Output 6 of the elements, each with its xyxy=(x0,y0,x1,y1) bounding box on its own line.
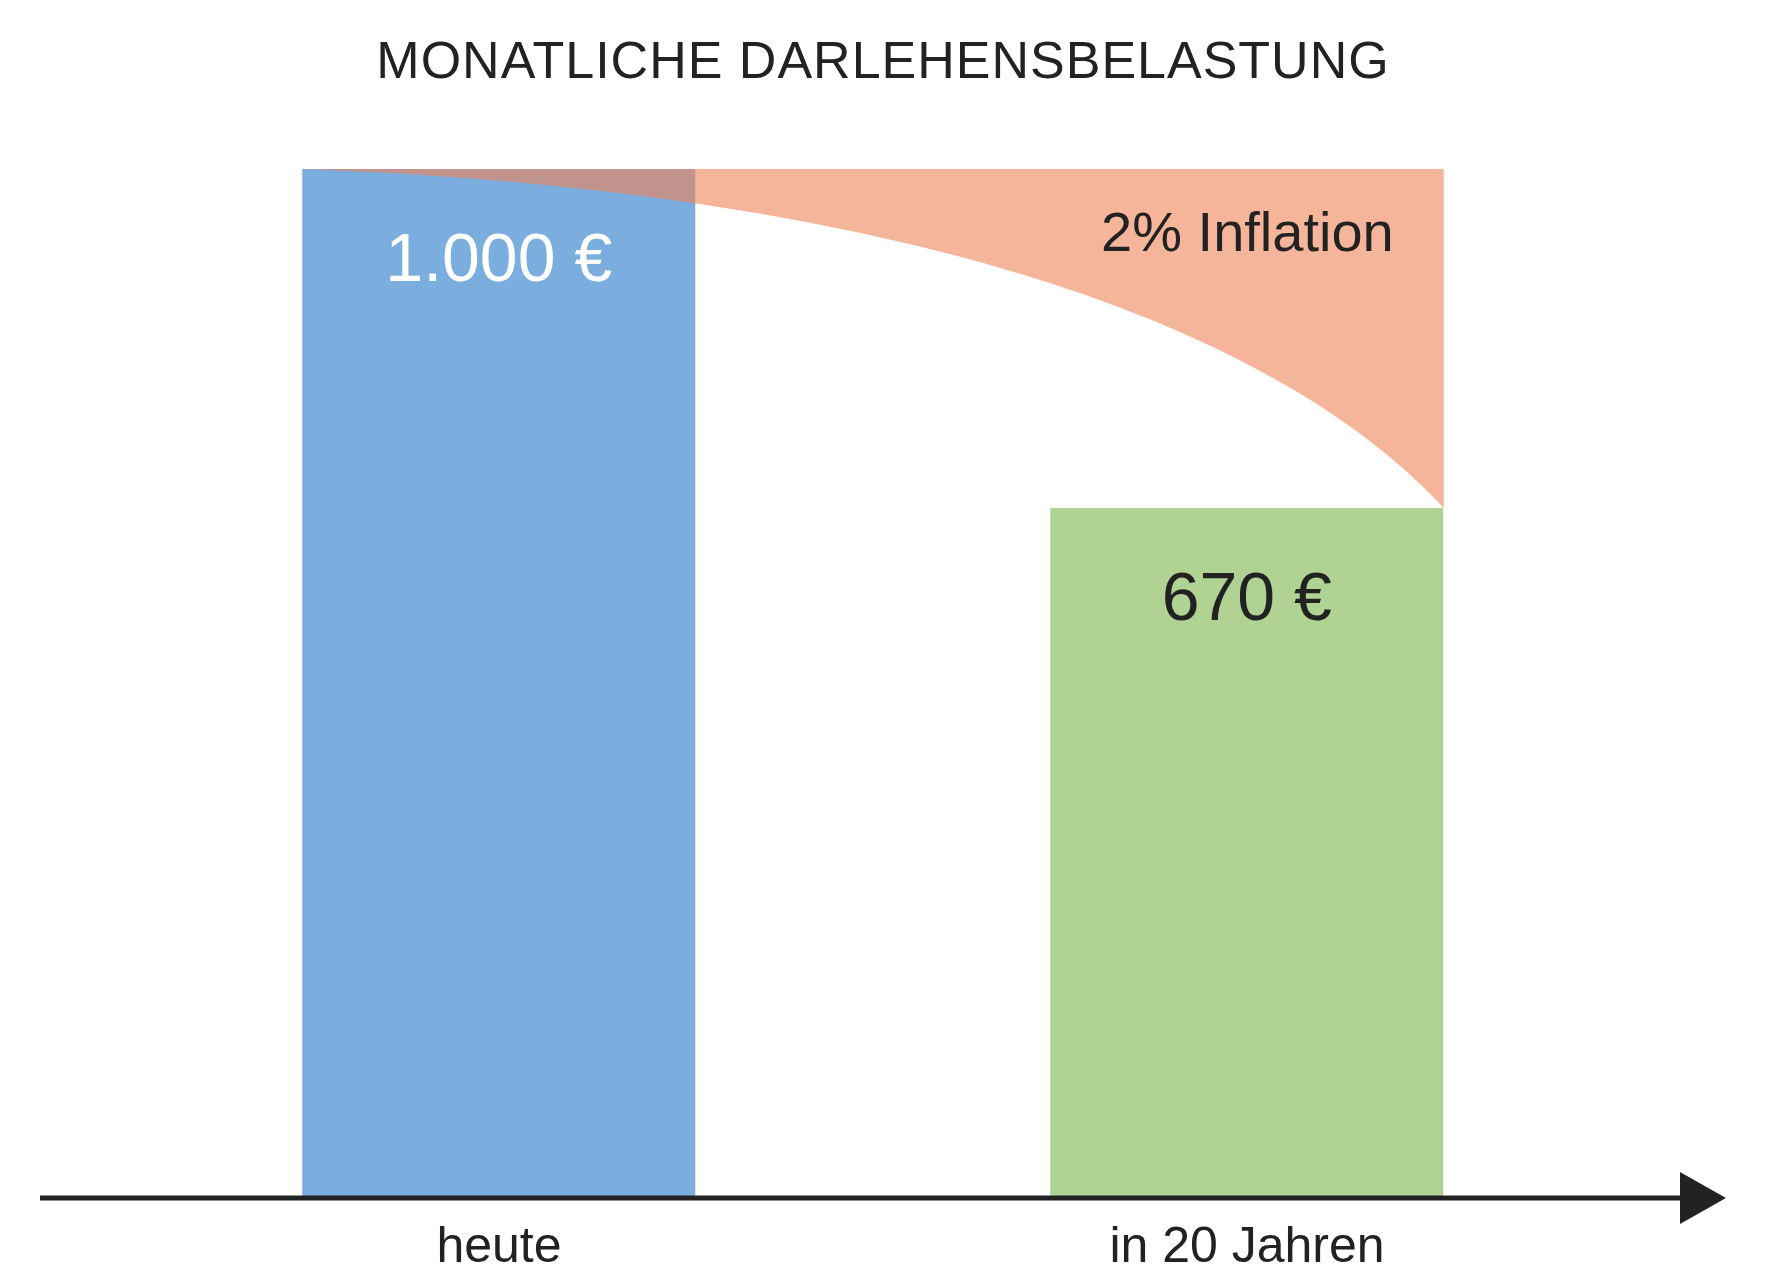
x-tick-label: heute xyxy=(436,1216,562,1273)
x-tick-label: in 20 Jahren xyxy=(1109,1216,1385,1273)
data-label: 670 € xyxy=(1161,557,1332,634)
chart-title: MONATLICHE DARLEHENSBELASTUNG xyxy=(375,30,1391,90)
data-label: 1.000 € xyxy=(385,219,613,295)
annotation: 2% Inflation xyxy=(1101,200,1394,263)
